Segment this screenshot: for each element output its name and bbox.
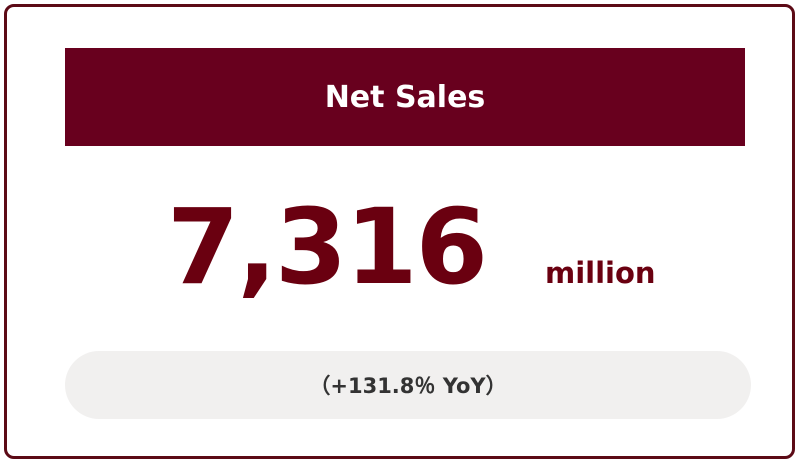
kpi-card: Net Sales 7,316 million （+131.8％ YoY） xyxy=(4,4,795,459)
kpi-unit: million xyxy=(545,256,656,290)
card-header: Net Sales xyxy=(65,48,745,146)
kpi-value: 7,316 xyxy=(167,186,488,308)
change-text: （+131.8％ YoY） xyxy=(309,374,507,398)
card-title: Net Sales xyxy=(324,79,486,115)
change-pill: （+131.8％ YoY） xyxy=(65,351,751,419)
